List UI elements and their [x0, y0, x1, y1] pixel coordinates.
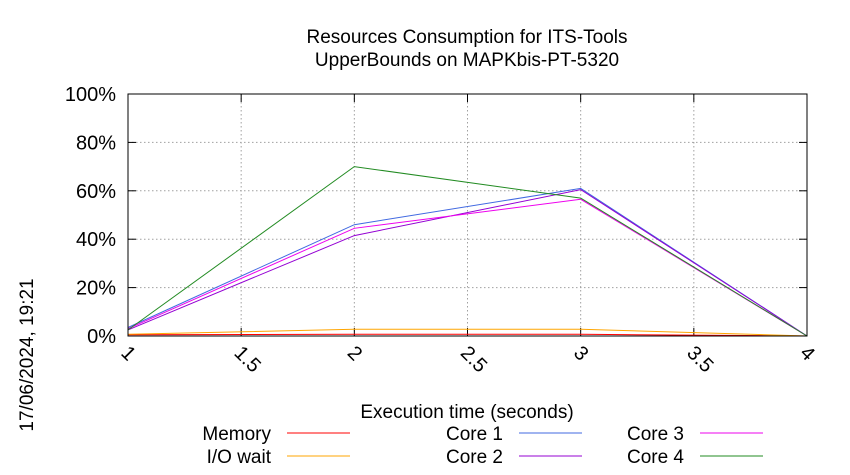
legend-label: Core 2 — [446, 447, 503, 468]
legend-label: Memory — [202, 424, 271, 445]
series-line-core-1 — [127, 187, 808, 337]
series-line-i-o-wait — [127, 328, 808, 337]
y-tick-label: 0% — [87, 326, 116, 348]
plot-frame — [127, 93, 808, 337]
y-tick-label: 20% — [76, 278, 116, 300]
x-tick-label: 2.5 — [456, 342, 491, 377]
chart-title-line-1: Resources Consumption for ITS-Tools — [306, 27, 627, 48]
legend-label: I/O wait — [207, 447, 272, 468]
x-tick-label: 1.5 — [230, 342, 265, 377]
y-tick-label: 100% — [65, 84, 116, 106]
y-tick-label: 60% — [76, 181, 116, 203]
series-line-memory — [127, 333, 808, 337]
y-tick-labels: 0% 20% 40% 60% 80% 100% — [65, 84, 116, 348]
x-axis-label: Execution time (seconds) — [360, 402, 573, 423]
series-line-core-3 — [127, 198, 808, 337]
x-tick-label: 3.5 — [682, 342, 717, 377]
x-tick-label: 3 — [569, 342, 592, 365]
x-tick-label: 4 — [795, 342, 818, 365]
legend-label: Core 1 — [446, 424, 503, 445]
series-line-core-4 — [127, 166, 808, 337]
x-tick-label: 1 — [116, 342, 139, 365]
chart-title-line-2: UpperBounds on MAPKbis-PT-5320 — [315, 50, 619, 71]
legend-label: Core 3 — [627, 424, 684, 445]
x-tick-labels: 1 1.5 2 2.5 3 3.5 4 — [116, 342, 818, 377]
x-tick-label: 2 — [343, 342, 366, 365]
y-tick-label: 40% — [76, 229, 116, 251]
series-line-core-2 — [127, 189, 808, 337]
legend-label: Core 4 — [627, 447, 684, 468]
series-lines — [127, 166, 808, 337]
grid-lines — [127, 93, 808, 337]
timestamp-label: 17/06/2024, 19:21 — [17, 278, 38, 431]
y-tick-label: 80% — [76, 132, 116, 154]
